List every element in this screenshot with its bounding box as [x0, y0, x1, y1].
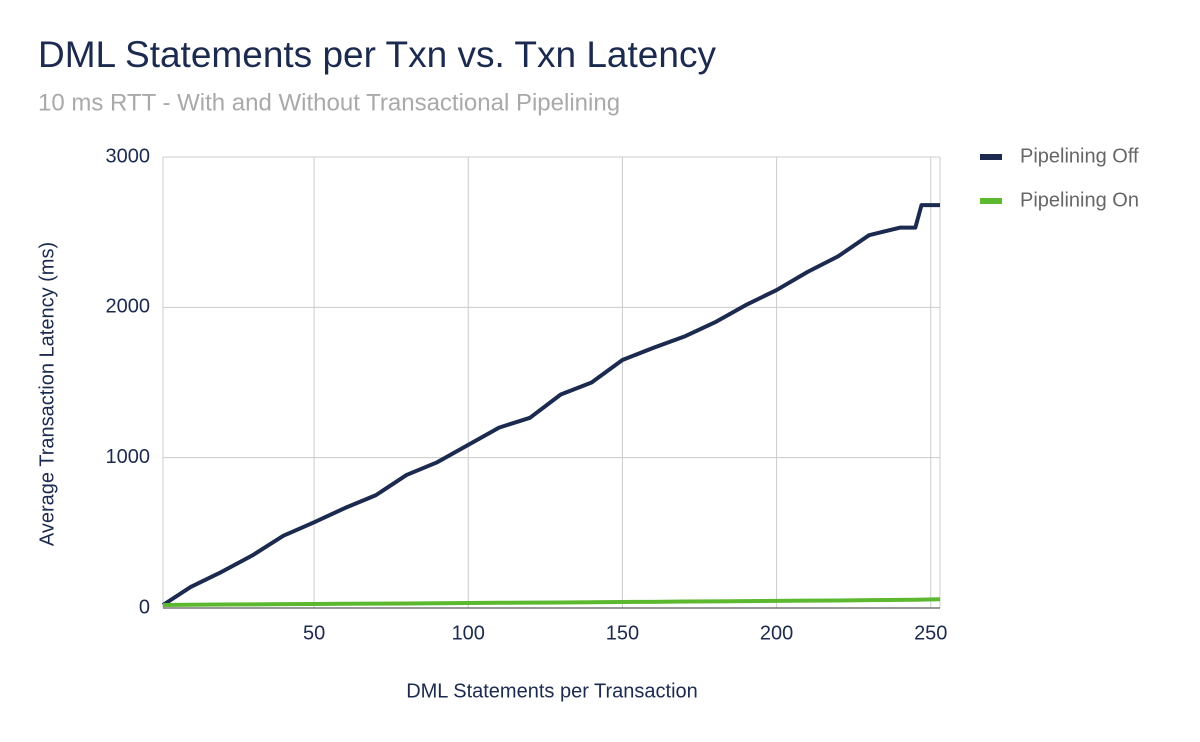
y-tick-label: 3000 — [106, 145, 151, 167]
y-tick-label: 2000 — [106, 296, 151, 318]
legend-swatch — [980, 154, 1002, 160]
chart-subtitle: 10 ms RTT - With and Without Transaction… — [38, 89, 620, 116]
y-tick-label: 0 — [139, 596, 150, 618]
x-tick-label: 50 — [303, 622, 325, 644]
series-line — [162, 597, 941, 607]
x-axis-title: DML Statements per Transaction — [406, 680, 698, 702]
x-tick-label: 200 — [760, 622, 793, 644]
x-tick-label: 100 — [452, 622, 485, 644]
chart-title: DML Statements per Txn vs. Txn Latency — [38, 34, 716, 75]
y-axis-title: Average Transaction Latency (ms) — [36, 242, 58, 546]
legend-label: Pipelining Off — [1020, 145, 1139, 167]
y-tick-label: 1000 — [106, 446, 151, 468]
series-line — [161, 203, 940, 607]
x-tick-label: 150 — [606, 622, 639, 644]
legend-label: Pipelining On — [1020, 189, 1139, 211]
legend-swatch — [980, 198, 1002, 204]
x-tick-label: 250 — [914, 622, 947, 644]
